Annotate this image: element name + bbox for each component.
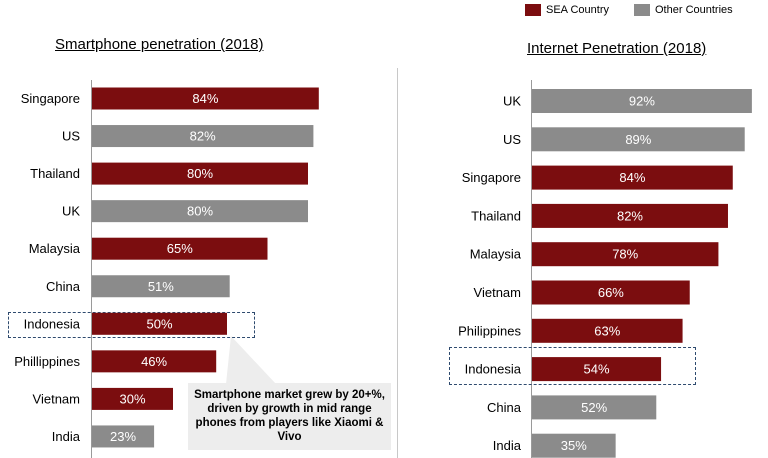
internet-category-label: Singapore [462, 170, 521, 185]
internet-value-label: 92% [629, 94, 655, 109]
internet-bar-uk [532, 89, 752, 113]
smartphone-category-label: China [46, 279, 81, 294]
internet-value-label: 35% [561, 438, 587, 453]
smartphone-value-label: 80% [187, 204, 213, 219]
smartphone-bar-uk [92, 200, 308, 223]
internet-bar-malaysia [532, 242, 719, 267]
smartphone-category-label: Malaysia [29, 241, 81, 256]
internet-value-label: 82% [617, 208, 643, 223]
internet-bar-vietnam [532, 280, 690, 305]
smartphone-bar-china [92, 275, 230, 298]
smartphone-indonesia-highlight [8, 312, 255, 338]
internet-bar-singapore [532, 165, 733, 190]
internet-chart-title: Internet Penetration (2018) [527, 40, 707, 57]
internet-category-label: India [493, 438, 522, 453]
smartphone-growth-callout: Smartphone market grew by 20+%, driven b… [188, 383, 391, 450]
smartphone-category-label: Vietnam [33, 391, 80, 406]
smartphone-value-label: 51% [148, 279, 174, 294]
smartphone-value-label: 23% [110, 429, 136, 444]
internet-category-label: UK [503, 94, 521, 109]
internet-category-label: Philippines [458, 323, 521, 338]
internet-bar-china [532, 395, 657, 420]
internet-value-label: 66% [598, 285, 624, 300]
chart-divider [397, 68, 398, 458]
smartphone-value-label: 82% [190, 129, 216, 144]
smartphone-bar-thailand [92, 162, 308, 185]
legend-label-other: Other Countries [655, 4, 733, 16]
smartphone-category-label: Phillippines [14, 354, 80, 369]
legend-swatch-sea [525, 4, 541, 16]
smartphone-category-label: US [62, 129, 80, 144]
smartphone-bar-singapore [92, 87, 319, 110]
internet-category-label: Malaysia [470, 247, 522, 262]
internet-bar-indonesia [532, 357, 662, 382]
smartphone-category-label: India [52, 429, 81, 444]
internet-category-label: US [503, 132, 521, 147]
legend-label-sea: SEA Country [546, 4, 609, 16]
smartphone-value-label: 80% [187, 166, 213, 181]
smartphone-value-label: 50% [146, 316, 172, 331]
internet-indonesia-highlight [449, 347, 696, 385]
smartphone-value-label: 30% [119, 391, 145, 406]
internet-value-label: 84% [619, 170, 645, 185]
internet-bar-philippines [532, 318, 683, 343]
internet-value-label: 54% [584, 362, 610, 377]
internet-value-label: 89% [625, 132, 651, 147]
internet-bar-thailand [532, 203, 728, 228]
smartphone-category-label: Indonesia [24, 316, 81, 331]
legend-swatch-other [634, 4, 650, 16]
internet-category-label: Indonesia [465, 362, 522, 377]
smartphone-category-label: Singapore [21, 91, 80, 106]
smartphone-value-label: 46% [141, 354, 167, 369]
internet-axis-line [531, 80, 532, 458]
smartphone-bar-vietnam [92, 387, 173, 410]
smartphone-value-label: 65% [167, 241, 193, 256]
smartphone-bar-phillippines [92, 350, 217, 373]
internet-value-label: 63% [594, 323, 620, 338]
internet-value-label: 52% [581, 400, 607, 415]
smartphone-axis-line [91, 80, 92, 458]
internet-bar-india [532, 433, 616, 458]
internet-bar-us [532, 127, 745, 152]
smartphone-bar-us [92, 125, 314, 148]
smartphone-bar-india [92, 425, 155, 448]
internet-category-label: Vietnam [474, 285, 521, 300]
smartphone-bar-indonesia [92, 312, 227, 335]
internet-value-label: 78% [612, 247, 638, 262]
smartphone-value-label: 84% [192, 91, 218, 106]
smartphone-bar-malaysia [92, 237, 268, 260]
smartphone-chart-title: Smartphone penetration (2018) [55, 36, 264, 53]
smartphone-category-label: Thailand [30, 166, 80, 181]
internet-category-label: Thailand [471, 208, 521, 223]
smartphone-category-label: UK [62, 204, 80, 219]
internet-category-label: China [487, 400, 522, 415]
